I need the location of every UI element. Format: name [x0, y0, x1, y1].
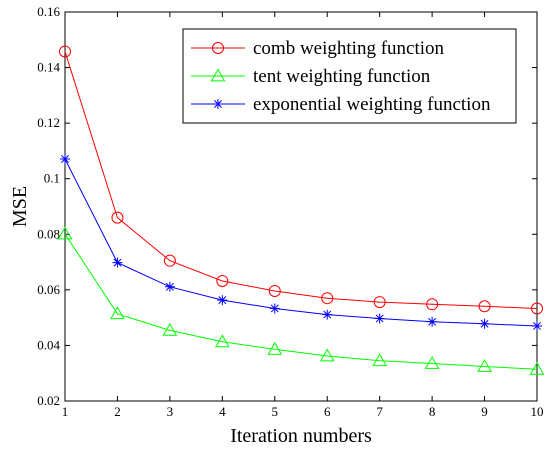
data-point	[532, 320, 542, 331]
data-point	[111, 211, 124, 224]
series-line	[64, 51, 538, 309]
x-tick-label: 2	[114, 404, 121, 419]
legend-marker	[212, 42, 224, 54]
x-tick-label: 4	[219, 404, 226, 419]
data-point	[268, 284, 281, 297]
data-point	[269, 303, 280, 314]
y-tick-label: 0.12	[37, 115, 60, 130]
data-point	[319, 348, 335, 362]
data-point	[322, 309, 333, 320]
data-point	[424, 355, 440, 369]
plot-area	[64, 11, 538, 402]
series-line	[64, 158, 538, 327]
x-tick-label: 8	[429, 404, 436, 419]
data-point	[427, 316, 438, 327]
y-axis-title: MSE	[9, 186, 31, 227]
x-tick-label: 1	[62, 404, 69, 419]
data-point	[373, 296, 386, 309]
data-point	[372, 353, 388, 367]
data-point	[164, 281, 175, 292]
data-point	[162, 322, 178, 336]
data-point	[217, 295, 228, 306]
legend-entry-label: exponential weighting function	[253, 94, 491, 115]
data-point	[163, 254, 176, 267]
y-tick-label: 0.16	[37, 4, 60, 19]
data-point	[216, 274, 229, 287]
x-tick-label: 9	[481, 404, 488, 419]
x-tick-label: 5	[272, 404, 279, 419]
legend-marker	[213, 99, 223, 109]
legend-entry-label: comb weighting function	[253, 38, 445, 59]
series-layer	[57, 45, 545, 375]
data-point	[57, 226, 73, 240]
series-3	[60, 153, 542, 331]
data-point	[267, 341, 283, 355]
series-1	[59, 45, 543, 315]
data-point	[477, 359, 492, 372]
data-point	[321, 292, 334, 305]
data-point	[479, 318, 490, 329]
data-point	[60, 153, 70, 164]
x-axis: 1 2 3 4 5 6 7 8 9 10	[62, 12, 544, 419]
x-tick-label: 10	[531, 404, 544, 419]
legend-entry-label: tent weighting function	[253, 66, 431, 87]
data-point	[112, 257, 123, 268]
y-axis: 0.02 0.04 0.06 0.08 0.1 0.12 0.14 0.16	[37, 4, 537, 408]
data-point	[478, 300, 491, 313]
x-axis-title: Iteration numbers	[230, 425, 372, 447]
plot-border	[64, 11, 538, 402]
x-tick-label: 3	[167, 404, 174, 419]
data-point	[110, 306, 125, 320]
x-tick-label: 7	[376, 404, 383, 419]
series-line	[64, 233, 538, 370]
data-point	[426, 298, 439, 311]
y-tick-label: 0.08	[37, 226, 60, 241]
series-2	[57, 226, 545, 375]
y-tick-label: 0.1	[44, 171, 60, 186]
y-tick-label: 0.04	[37, 337, 60, 352]
legend-marker	[210, 68, 226, 82]
data-point	[529, 361, 545, 375]
y-tick-label: 0.14	[37, 60, 60, 75]
data-point	[59, 45, 71, 58]
x-tick-label: 6	[324, 404, 331, 419]
data-point	[531, 302, 543, 315]
data-point	[374, 313, 385, 324]
data-point	[214, 334, 230, 348]
legend: comb weighting function tent weighting fu…	[182, 28, 517, 124]
y-tick-label: 0.06	[37, 282, 60, 297]
y-tick-label: 0.02	[37, 393, 60, 408]
